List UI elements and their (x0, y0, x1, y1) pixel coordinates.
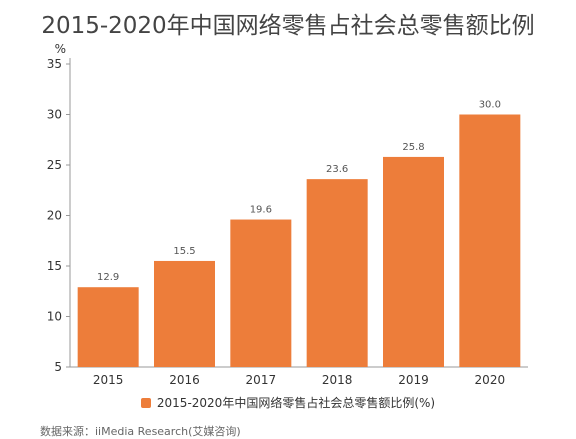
y-tick-label: 30 (47, 108, 62, 122)
legend-label: 2015-2020年中国网络零售占社会总零售额比例(%) (156, 396, 436, 410)
y-tick-label: 5 (54, 360, 62, 374)
bar (77, 287, 139, 367)
bar (230, 219, 292, 367)
bar-value-label: 25.8 (402, 142, 424, 153)
x-tick-label: 2020 (475, 373, 506, 387)
bar-value-label: 30.0 (479, 100, 501, 111)
x-tick-label: 2018 (322, 373, 353, 387)
y-axis-unit-label: % (55, 42, 66, 56)
x-tick-label: 2019 (398, 373, 429, 387)
source-note: 数据来源：iiMedia Research(艾媒咨询) (40, 425, 241, 438)
bar-value-label: 23.6 (326, 164, 348, 175)
y-tick-label: 15 (47, 259, 62, 273)
bar (154, 260, 215, 367)
bar-value-label: 15.5 (173, 246, 195, 257)
bar-value-label: 12.9 (97, 272, 119, 283)
y-tick-label: 25 (47, 158, 62, 172)
x-tick-label: 2015 (93, 373, 124, 387)
chart-legend: 2015-2020年中国网络零售占社会总零售额比例(%) (0, 394, 576, 411)
bar (306, 179, 368, 367)
x-tick-label: 2016 (169, 373, 200, 387)
bar (383, 156, 444, 367)
y-tick-label: 20 (47, 209, 62, 223)
x-tick-label: 2017 (246, 373, 277, 387)
y-tick-label: 35 (47, 57, 62, 71)
legend-swatch (140, 397, 151, 408)
chart-title: 2015-2020年中国网络零售占社会总零售额比例 (41, 13, 535, 39)
bar-value-label: 19.6 (250, 205, 272, 216)
bar (459, 114, 521, 367)
y-tick-label: 10 (47, 310, 62, 324)
